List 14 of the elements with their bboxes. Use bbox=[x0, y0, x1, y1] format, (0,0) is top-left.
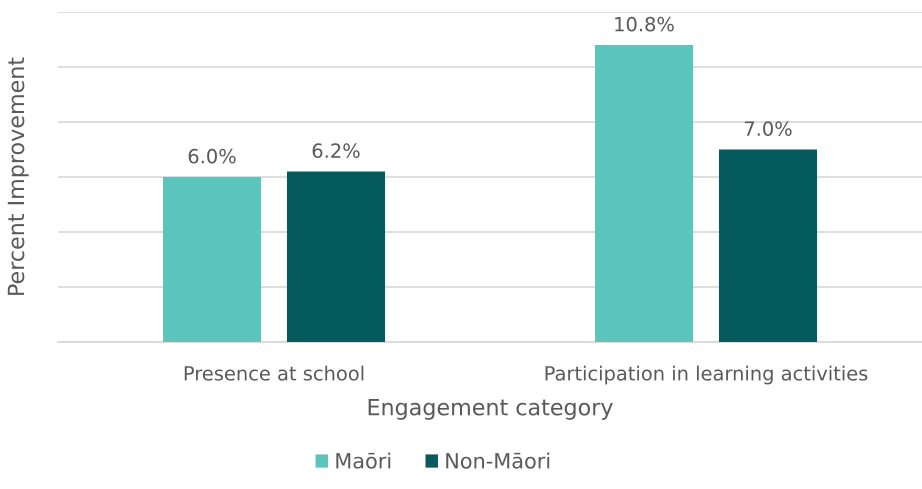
data-label: 7.0% bbox=[744, 121, 792, 136]
data-label: 10.8% bbox=[615, 16, 674, 32]
legend-label: Non-Māori bbox=[446, 452, 550, 469]
bar bbox=[162, 177, 262, 342]
bar bbox=[594, 45, 694, 342]
x-axis-title: Engagement category bbox=[368, 399, 613, 420]
data-label: 6.0% bbox=[188, 148, 236, 164]
bar bbox=[718, 150, 818, 342]
bar bbox=[286, 172, 386, 342]
x-tick-label: Participation in learning activities bbox=[546, 366, 868, 384]
y-axis-title: Percent Improvement bbox=[8, 57, 29, 295]
legend-label: Maōri bbox=[336, 452, 390, 469]
data-label: 6.2% bbox=[312, 143, 360, 158]
x-tick-label: Presence at school bbox=[184, 366, 364, 381]
